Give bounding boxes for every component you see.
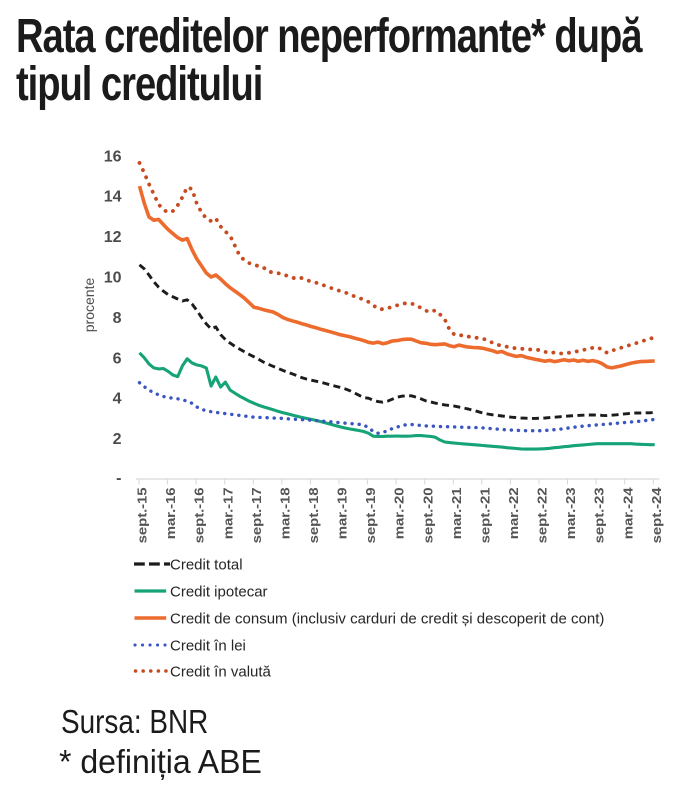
svg-text:Credit în lei: Credit în lei	[170, 638, 246, 655]
svg-text:4: 4	[113, 391, 122, 408]
svg-text:sept.-19: sept.-19	[363, 487, 378, 543]
svg-text:sept.-21: sept.-21	[477, 487, 492, 543]
svg-text:mar.-16: mar.-16	[163, 487, 178, 539]
svg-text:6: 6	[113, 350, 122, 367]
svg-text:2: 2	[113, 431, 122, 448]
svg-text:sept.-20: sept.-20	[420, 487, 435, 543]
svg-text:mar.-19: mar.-19	[334, 487, 349, 539]
svg-text:mar.-17: mar.-17	[220, 487, 235, 539]
svg-text:12: 12	[104, 229, 122, 246]
svg-text:sept.-17: sept.-17	[249, 487, 264, 543]
svg-text:sept.-18: sept.-18	[306, 487, 321, 543]
svg-text:Credit total: Credit total	[170, 557, 243, 574]
svg-text:sept.-22: sept.-22	[534, 487, 549, 543]
svg-text:10: 10	[104, 270, 122, 287]
svg-text:mar.-24: mar.-24	[620, 487, 635, 539]
svg-text:mar.-18: mar.-18	[277, 487, 292, 539]
svg-text:sept.-16: sept.-16	[192, 487, 207, 543]
svg-text:16: 16	[104, 148, 122, 165]
svg-text:Credit ipotecar: Credit ipotecar	[170, 584, 268, 601]
svg-text:sept.-24: sept.-24	[649, 487, 664, 543]
svg-text:sept.-23: sept.-23	[592, 487, 607, 543]
svg-text:-: -	[116, 470, 121, 487]
svg-text:procente: procente	[81, 278, 97, 333]
svg-text:8: 8	[113, 310, 122, 327]
svg-text:Credit de consum (inclusiv car: Credit de consum (inclusiv carduri de cr…	[170, 611, 604, 628]
svg-text:mar.-20: mar.-20	[392, 487, 407, 539]
svg-text:sept.-15: sept.-15	[134, 487, 149, 543]
svg-text:mar.-23: mar.-23	[563, 487, 578, 539]
svg-text:14: 14	[104, 189, 122, 206]
svg-text:mar.-21: mar.-21	[449, 487, 464, 539]
svg-text:Credit în valută: Credit în valută	[170, 664, 272, 681]
svg-text:mar.-22: mar.-22	[506, 487, 521, 539]
